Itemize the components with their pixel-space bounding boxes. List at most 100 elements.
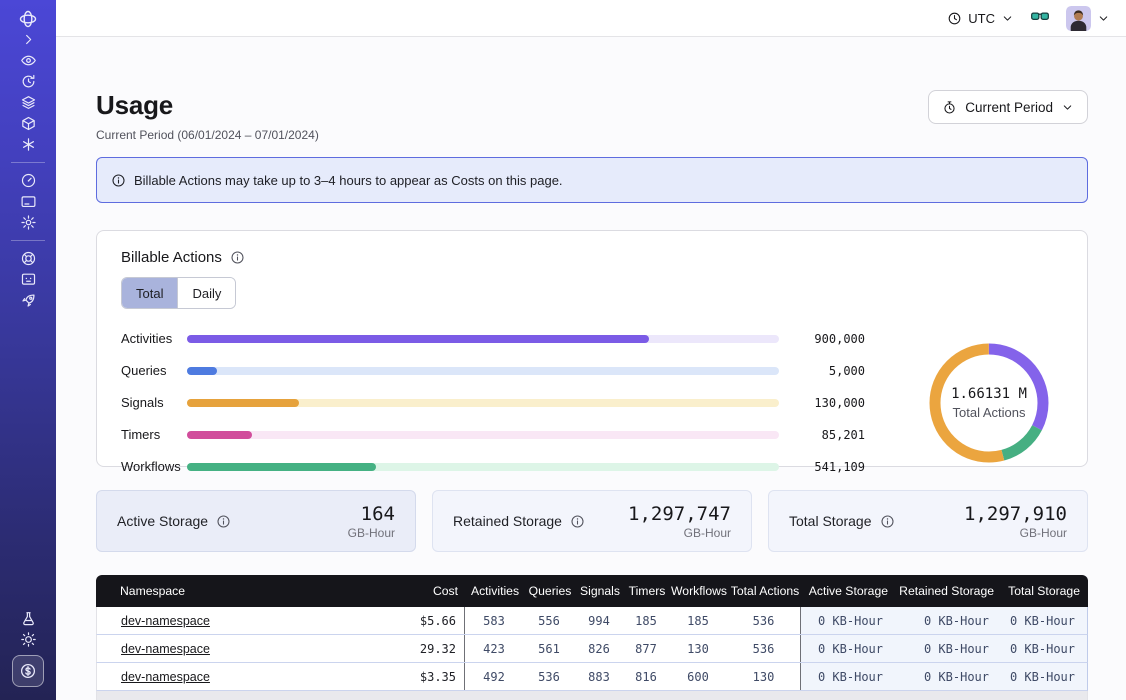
cell-total-actions: 536 xyxy=(727,635,801,662)
chevron-right-icon xyxy=(25,34,31,45)
lifebuoy-icon xyxy=(21,251,35,266)
sidebar-item-layers[interactable] xyxy=(0,92,56,113)
feedback-glasses-button[interactable] xyxy=(1030,6,1050,31)
usage-bar-row-workflows: Workflows 541,109 xyxy=(121,459,865,474)
sidebar-item-eye[interactable] xyxy=(0,50,56,71)
gear-icon xyxy=(20,215,36,230)
cell-queries: 556 xyxy=(538,613,560,628)
bar-value: 900,000 xyxy=(814,331,865,346)
timezone-label: UTC xyxy=(968,10,995,26)
timezone-selector[interactable]: UTC xyxy=(947,11,1014,26)
info-icon xyxy=(571,514,584,528)
cell-signals: 883 xyxy=(588,669,610,684)
storage-card-unit: GB-Hour xyxy=(683,525,731,540)
bar-label: Activities xyxy=(121,331,173,346)
storage-card-label: Total Storage xyxy=(789,513,872,529)
account-menu[interactable] xyxy=(1066,5,1110,31)
cell-timers: 816 xyxy=(635,669,657,684)
bar-label: Workflows xyxy=(121,459,181,474)
table-row: dev-namespace $3.35 492 536 883 816 600 130 0 KB… xyxy=(96,663,1088,691)
usage-page: Usage Current Period (06/01/2024 – 07/01… xyxy=(56,37,1126,700)
sidebar-item-history-clock[interactable] xyxy=(0,71,56,92)
usage-bar-row-queries: Queries 5,000 xyxy=(121,363,865,378)
donut-ring xyxy=(929,343,1049,462)
credit-card-icon xyxy=(21,196,35,208)
column-header-retained-storage: Retained Storage xyxy=(899,584,994,598)
cell-total-actions: 130 xyxy=(727,663,801,690)
bar-track xyxy=(187,430,779,439)
period-selector-button[interactable]: Current Period xyxy=(928,90,1088,124)
cell-cost: $3.35 xyxy=(385,663,465,690)
gauge-icon xyxy=(21,173,35,188)
page-subtitle: Current Period (06/01/2024 – 07/01/2024) xyxy=(96,128,319,142)
cell-total-storage: 0 KB-Hour xyxy=(1001,607,1087,634)
sidebar-item-temporal-logo[interactable] xyxy=(0,8,56,29)
cell-queries: 561 xyxy=(538,641,560,656)
sidebar-item-gear[interactable] xyxy=(0,212,56,233)
storage-card-value: 1,297,747 xyxy=(628,502,731,525)
sidebar-item-chevron-right[interactable] xyxy=(0,29,56,50)
bar-track xyxy=(187,398,779,407)
sidebar-item-sun[interactable] xyxy=(0,629,56,650)
bar-value: 5,000 xyxy=(828,363,865,378)
sidebar-item-asterisk[interactable] xyxy=(0,134,56,155)
namespace-cell: dev-namespace xyxy=(97,635,385,662)
sun-icon xyxy=(20,632,36,647)
cell-workflows: 130 xyxy=(687,641,709,656)
bar-fill xyxy=(187,334,649,343)
storage-card-retained-storage: Retained Storage 1,297,747 GB-Hour xyxy=(432,490,752,552)
column-header-activities: Activities xyxy=(470,584,520,598)
monitor-face-icon xyxy=(21,273,35,285)
cell-active-storage: 0 KB-Hour xyxy=(801,663,895,690)
sidebar-item-gauge[interactable] xyxy=(0,170,56,191)
bar-fill xyxy=(187,462,377,471)
namespace-link[interactable]: dev-namespace xyxy=(121,669,210,684)
namespace-link[interactable]: dev-namespace xyxy=(121,613,210,628)
avatar xyxy=(1066,5,1091,31)
storage-card-unit: GB-Hour xyxy=(347,525,395,540)
storage-info-icon[interactable] xyxy=(216,514,231,529)
bar-track xyxy=(187,366,779,375)
info-banner-text: Billable Actions may take up to 3–4 hour… xyxy=(134,172,563,188)
bar-label: Timers xyxy=(121,427,161,442)
column-header-cost: Cost xyxy=(432,584,458,598)
storage-card-unit: GB-Hour xyxy=(1019,525,1067,540)
tab-total[interactable]: Total xyxy=(122,278,178,308)
page-title: Usage xyxy=(96,90,174,120)
storage-summary-row: Active Storage 164 GB-Hour Retained Storage… xyxy=(96,490,1088,552)
bar-track xyxy=(187,334,779,343)
cell-retained-storage: 0 KB-Hour xyxy=(895,663,1001,690)
tab-daily[interactable]: Daily xyxy=(177,278,236,308)
sidebar-item-lifebuoy[interactable] xyxy=(0,248,56,269)
storage-info-icon[interactable] xyxy=(880,514,895,529)
cell-timers: 877 xyxy=(635,641,657,656)
column-header-active-storage: Active Storage xyxy=(808,584,888,598)
billable-actions-card: Billable Actions Total Daily Activities 90… xyxy=(96,230,1088,474)
bar-label: Queries xyxy=(121,363,167,378)
sidebar-item-credit-card[interactable] xyxy=(0,191,56,212)
sidebar-item-cube[interactable] xyxy=(0,113,56,134)
cell-cost: $5.66 xyxy=(385,607,465,634)
usage-bar-row-activities: Activities 900,000 xyxy=(121,331,865,346)
dollar-coin-icon xyxy=(20,663,36,679)
main-area: UTC Usage xyxy=(56,0,1126,700)
cell-activities: 423 xyxy=(483,641,505,656)
namespace-link[interactable]: dev-namespace xyxy=(121,641,210,656)
cell-active-storage: 0 KB-Hour xyxy=(801,635,895,662)
cell-total-storage: 0 KB-Hour xyxy=(1001,663,1087,690)
sidebar-item-flask[interactable] xyxy=(0,608,56,629)
sidebar-item-dollar-coin[interactable] xyxy=(0,654,56,688)
table-row: dev-namespace 29.32 423 561 826 877 130 536 0 KB… xyxy=(96,635,1088,663)
total-actions-value: 1.66131 M xyxy=(951,385,1027,402)
cell-total-storage: 0 KB-Hour xyxy=(1001,635,1087,662)
sidebar-item-rocket[interactable] xyxy=(0,290,56,311)
column-header-workflows: Workflows xyxy=(671,584,727,598)
info-banner: Billable Actions may take up to 3–4 hour… xyxy=(96,157,1088,203)
page-header: Usage Current Period (06/01/2024 – 07/01… xyxy=(96,90,1088,142)
column-header-queries: Queries xyxy=(528,584,572,598)
billable-actions-info-icon[interactable] xyxy=(230,250,245,265)
storage-info-icon[interactable] xyxy=(570,514,585,529)
usage-bar-row-signals: Signals 130,000 xyxy=(121,395,865,410)
sidebar-item-monitor-face[interactable] xyxy=(0,269,56,290)
